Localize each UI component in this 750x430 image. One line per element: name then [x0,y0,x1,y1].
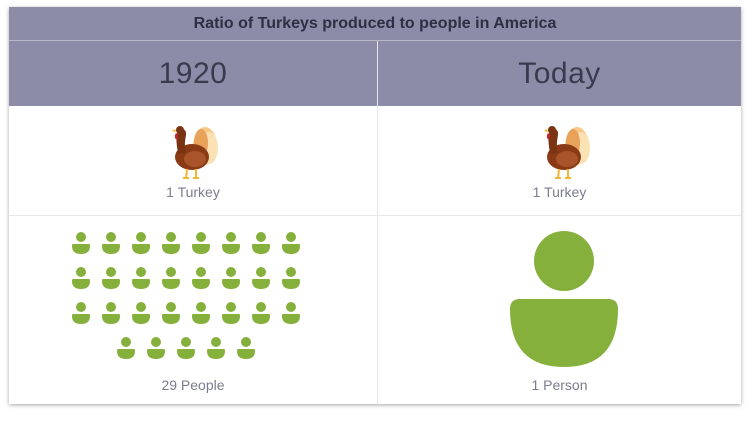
person-icon [162,302,180,324]
turkey-label-today: 1 Turkey [532,184,587,200]
person-icon [72,232,90,254]
person-icon [132,302,150,324]
person-icon [162,267,180,289]
person-icon [192,302,210,324]
person-icon [237,337,255,359]
person-icon [282,302,300,324]
person-icon [207,337,225,359]
turkey-label-1920: 1 Turkey [166,184,220,200]
person-icon [192,232,210,254]
person-icon [222,302,240,324]
person-icon [102,302,120,324]
person-icon [252,232,270,254]
people-label-1920: 29 People [161,377,225,393]
person-icon [177,337,195,359]
person-icon [72,267,90,289]
person-icon [117,337,135,359]
person-icon [282,232,300,254]
header-divider [9,40,741,41]
person-icon [132,232,150,254]
column-header-today: Today [378,41,741,106]
person-icon [147,337,165,359]
person-icon [282,267,300,289]
person-icon [102,232,120,254]
person-icon [252,302,270,324]
person-icon [222,267,240,289]
person-icon [222,232,240,254]
column-divider [377,41,378,404]
comparison-table: Ratio of Turkeys produced to people in A… [9,7,741,404]
people-grid-1920 [72,232,312,367]
person-icon [192,267,210,289]
column-header-1920: 1920 [9,41,377,106]
row-divider [9,215,741,216]
person-icon [510,231,618,367]
person-icon [72,302,90,324]
table-title: Ratio of Turkeys produced to people in A… [9,7,741,40]
people-label-today: 1 Person [531,377,588,393]
person-icon [162,232,180,254]
turkey-icon [172,126,218,179]
person-icon [132,267,150,289]
person-icon [252,267,270,289]
person-icon [102,267,120,289]
turkey-icon [544,126,590,179]
